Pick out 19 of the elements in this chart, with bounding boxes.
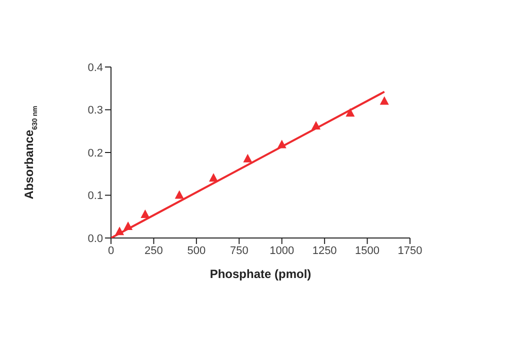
x-tick-label: 1000: [270, 244, 294, 257]
x-tick-label: 250: [144, 244, 163, 257]
point: [243, 154, 252, 162]
x-tick-label: 1750: [398, 244, 422, 257]
point: [140, 209, 150, 218]
x-tick-label: 0: [108, 244, 114, 257]
x-axis-title: Phosphate (pmol): [210, 267, 312, 281]
point: [174, 190, 184, 199]
y-tick-label: 0.2: [88, 147, 103, 160]
y-tick-label: 0.0: [88, 232, 103, 245]
x-tick-label: 1500: [355, 244, 380, 257]
x-tick-label: 750: [230, 244, 248, 257]
y-tick-label: 0.1: [88, 190, 103, 202]
point: [209, 173, 218, 182]
y-tick-label: 0.4: [88, 62, 103, 74]
x-tick-label: 500: [187, 244, 206, 257]
x-tick-label: 1250: [312, 244, 337, 257]
y-tick-label: 0.3: [88, 104, 103, 117]
point: [380, 96, 389, 105]
